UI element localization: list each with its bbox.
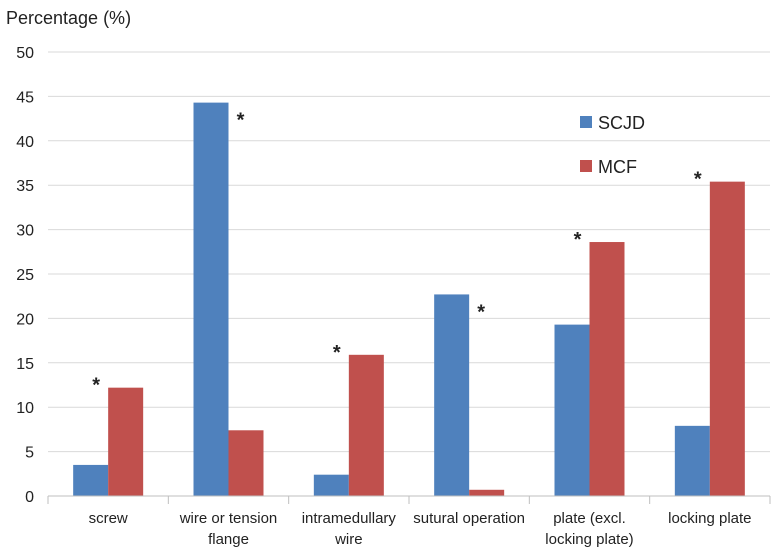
x-tick-label: wire or tension bbox=[179, 510, 278, 527]
legend-label: MCF bbox=[598, 157, 637, 177]
significance-marker: * bbox=[333, 342, 341, 364]
legend-swatch-scjd bbox=[580, 116, 592, 128]
significance-marker: * bbox=[92, 375, 100, 397]
bar-mcf-2 bbox=[348, 354, 384, 496]
bar-mcf-0 bbox=[108, 387, 144, 496]
significance-marker: * bbox=[694, 169, 702, 191]
legend-label: SCJD bbox=[598, 113, 645, 133]
bar-mcf-3 bbox=[469, 489, 505, 496]
x-tick-label: screw bbox=[89, 510, 128, 527]
y-tick-label: 25 bbox=[16, 267, 34, 284]
x-tick-label: locking plate) bbox=[545, 531, 633, 548]
x-tick-label: wire bbox=[334, 531, 363, 548]
x-tick-label: locking plate bbox=[668, 510, 751, 527]
bar-mcf-1 bbox=[228, 430, 264, 496]
y-tick-label: 45 bbox=[16, 89, 34, 106]
y-tick-label: 40 bbox=[16, 134, 34, 151]
bar-scjd-3 bbox=[434, 294, 470, 496]
y-tick-label: 5 bbox=[25, 445, 34, 462]
x-tick-labels: screw wire or tension flange intramedullary… bbox=[89, 510, 752, 548]
bar-mcf-4 bbox=[589, 242, 625, 496]
significance-marker: * bbox=[574, 229, 582, 251]
bar-scjd-4 bbox=[554, 324, 590, 496]
y-tick-label: 15 bbox=[16, 356, 34, 373]
bar-scjd-1 bbox=[193, 102, 229, 496]
bar-mcf-5 bbox=[709, 181, 745, 496]
y-tick-label: 35 bbox=[16, 178, 34, 195]
x-tick-label: flange bbox=[208, 531, 249, 548]
y-tick-label: 0 bbox=[25, 489, 34, 506]
y-tick-label: 20 bbox=[16, 311, 34, 328]
x-axis bbox=[47, 495, 771, 504]
x-tick-label: plate (excl. bbox=[553, 510, 626, 527]
y-axis-label: Percentage (%) bbox=[6, 8, 131, 28]
significance-marker: * bbox=[237, 110, 245, 132]
legend: SCJD MCF bbox=[580, 113, 645, 177]
y-tick-label: 30 bbox=[16, 223, 34, 240]
y-tick-label: 10 bbox=[16, 400, 34, 417]
y-tick-labels: 0 5 10 15 20 25 30 35 40 45 50 bbox=[16, 45, 34, 506]
bar-scjd-5 bbox=[674, 425, 710, 496]
x-tick-label: intramedullary bbox=[302, 510, 397, 527]
y-tick-label: 50 bbox=[16, 45, 34, 62]
gridlines bbox=[48, 51, 770, 453]
x-tick-label: sutural operation bbox=[413, 510, 525, 527]
significance-marker: * bbox=[477, 301, 485, 323]
bars bbox=[73, 102, 745, 496]
bar-scjd-2 bbox=[313, 474, 349, 496]
legend-swatch-mcf bbox=[580, 160, 592, 172]
bar-scjd-0 bbox=[73, 464, 109, 496]
significance-markers: * * * * * * bbox=[92, 110, 702, 397]
